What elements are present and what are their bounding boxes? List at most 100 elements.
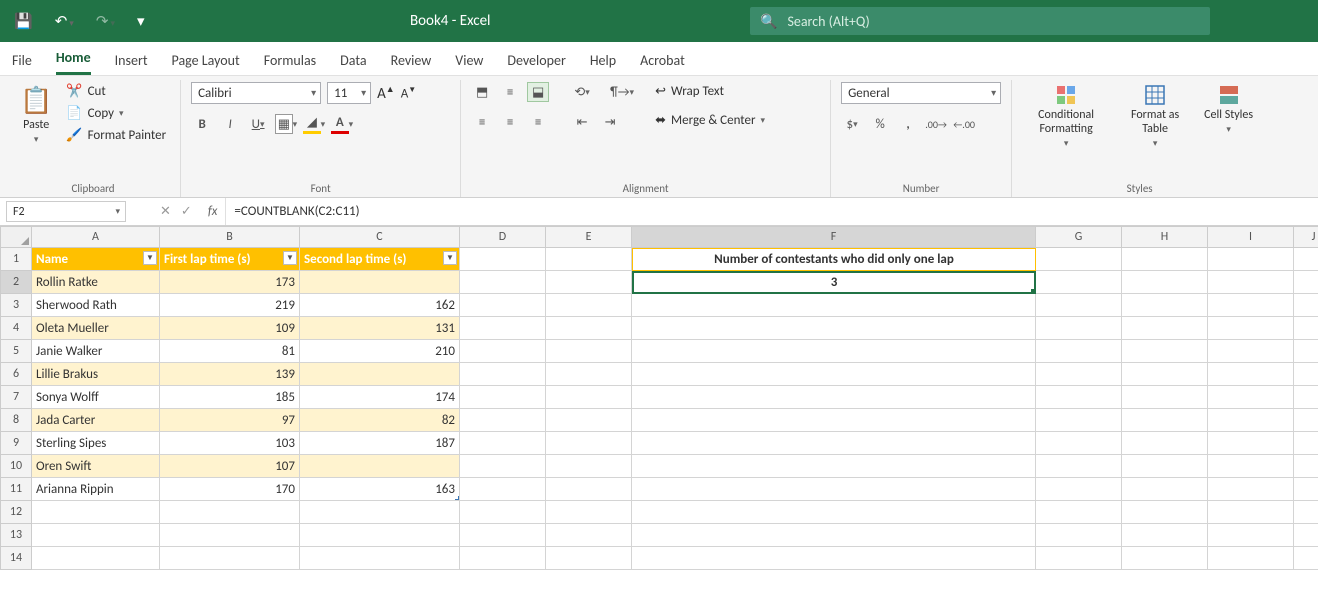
row-header-3[interactable]: 3 <box>0 294 32 317</box>
table-cell[interactable]: Sonya Wolff <box>32 386 160 409</box>
cell-E5[interactable] <box>546 340 632 363</box>
cell-H13[interactable] <box>1122 524 1208 547</box>
table-cell[interactable]: 163 <box>300 478 460 501</box>
cell-H5[interactable] <box>1122 340 1208 363</box>
table-cell[interactable]: 131 <box>300 317 460 340</box>
cell-G11[interactable] <box>1036 478 1122 501</box>
enter-formula-icon[interactable]: ✓ <box>181 204 192 219</box>
align-bottom-icon[interactable]: ⬓ <box>527 82 549 102</box>
cell-I1[interactable] <box>1208 248 1294 271</box>
underline-button[interactable]: U <box>247 114 269 134</box>
cancel-formula-icon[interactable]: ✕ <box>160 204 171 219</box>
cell-J1[interactable] <box>1294 248 1318 271</box>
row-header-2[interactable]: 2 <box>0 271 32 294</box>
orientation-button[interactable]: ⟲ <box>571 82 593 102</box>
table-cell[interactable]: 219 <box>160 294 300 317</box>
cell-I9[interactable] <box>1208 432 1294 455</box>
cell-D9[interactable] <box>460 432 546 455</box>
cell-E6[interactable] <box>546 363 632 386</box>
col-header-I[interactable]: I <box>1208 226 1294 248</box>
row-header-8[interactable]: 8 <box>0 409 32 432</box>
format-as-table-button[interactable]: Format as Table <box>1116 82 1194 151</box>
cell-I2[interactable] <box>1208 271 1294 294</box>
cell-J3[interactable] <box>1294 294 1318 317</box>
align-right-icon[interactable]: ≡ <box>527 112 549 132</box>
tab-formulas[interactable]: Formulas <box>264 46 316 75</box>
cell-I3[interactable] <box>1208 294 1294 317</box>
row-header-9[interactable]: 9 <box>0 432 32 455</box>
wrap-text-button[interactable]: ↩Wrap Text <box>651 82 769 101</box>
tab-developer[interactable]: Developer <box>507 46 565 75</box>
tab-view[interactable]: View <box>455 46 483 75</box>
cell-D6[interactable] <box>460 363 546 386</box>
cell-H12[interactable] <box>1122 501 1208 524</box>
tab-data[interactable]: Data <box>340 46 366 75</box>
tab-acrobat[interactable]: Acrobat <box>640 46 685 75</box>
cell-E8[interactable] <box>546 409 632 432</box>
table-header[interactable]: Second lap time (s)▼ <box>300 248 460 271</box>
cell-C14[interactable] <box>300 547 460 570</box>
undo-button[interactable]: ↶ <box>49 9 80 34</box>
table-cell[interactable]: Oren Swift <box>32 455 160 478</box>
table-cell[interactable]: 81 <box>160 340 300 363</box>
table-cell[interactable]: 162 <box>300 294 460 317</box>
font-size-select[interactable]: 11 <box>327 82 371 104</box>
tab-help[interactable]: Help <box>590 46 616 75</box>
f2-result-cell[interactable]: 3 <box>632 271 1036 294</box>
align-middle-icon[interactable]: ≡ <box>499 82 521 102</box>
qat-customize[interactable]: ▾ <box>131 9 151 34</box>
col-header-A[interactable]: A <box>32 226 160 248</box>
cell-F4[interactable] <box>632 317 1036 340</box>
table-cell[interactable]: 139 <box>160 363 300 386</box>
cell-F13[interactable] <box>632 524 1036 547</box>
col-header-G[interactable]: G <box>1036 226 1122 248</box>
cell-I10[interactable] <box>1208 455 1294 478</box>
conditional-formatting-button[interactable]: Conditional Formatting <box>1022 82 1110 151</box>
cell-F3[interactable] <box>632 294 1036 317</box>
cell-B12[interactable] <box>160 501 300 524</box>
cell-H10[interactable] <box>1122 455 1208 478</box>
cell-J7[interactable] <box>1294 386 1318 409</box>
table-cell[interactable]: 170 <box>160 478 300 501</box>
table-cell[interactable]: 210 <box>300 340 460 363</box>
search-box[interactable]: 🔍 <box>750 7 1210 35</box>
font-name-select[interactable]: Calibri <box>191 82 321 104</box>
cell-G9[interactable] <box>1036 432 1122 455</box>
cell-E3[interactable] <box>546 294 632 317</box>
decrease-decimal-button[interactable]: ←.00 <box>953 114 975 134</box>
table-cell[interactable]: 187 <box>300 432 460 455</box>
table-cell[interactable]: Rollin Ratke <box>32 271 160 294</box>
cell-H6[interactable] <box>1122 363 1208 386</box>
cell-C13[interactable] <box>300 524 460 547</box>
row-header-11[interactable]: 11 <box>0 478 32 501</box>
table-cell[interactable]: Sterling Sipes <box>32 432 160 455</box>
border-button[interactable]: ▦ <box>275 114 297 134</box>
cell-I14[interactable] <box>1208 547 1294 570</box>
cell-D5[interactable] <box>460 340 546 363</box>
cell-D2[interactable] <box>460 271 546 294</box>
cell-G14[interactable] <box>1036 547 1122 570</box>
comma-format-button[interactable]: , <box>897 114 919 134</box>
align-center-icon[interactable]: ≡ <box>499 112 521 132</box>
cell-G12[interactable] <box>1036 501 1122 524</box>
cell-H1[interactable] <box>1122 248 1208 271</box>
number-format-select[interactable]: General <box>841 82 1001 104</box>
cell-E11[interactable] <box>546 478 632 501</box>
cell-J10[interactable] <box>1294 455 1318 478</box>
cell-F9[interactable] <box>632 432 1036 455</box>
cell-D13[interactable] <box>460 524 546 547</box>
cell-F12[interactable] <box>632 501 1036 524</box>
col-header-F[interactable]: F <box>632 226 1036 248</box>
row-header-1[interactable]: 1 <box>0 248 32 271</box>
cell-J12[interactable] <box>1294 501 1318 524</box>
table-cell[interactable]: Jada Carter <box>32 409 160 432</box>
row-header-10[interactable]: 10 <box>0 455 32 478</box>
cell-I8[interactable] <box>1208 409 1294 432</box>
cell-H4[interactable] <box>1122 317 1208 340</box>
row-header-12[interactable]: 12 <box>0 501 32 524</box>
align-left-icon[interactable]: ≡ <box>471 112 493 132</box>
cell-E7[interactable] <box>546 386 632 409</box>
cell-G3[interactable] <box>1036 294 1122 317</box>
f1-label-cell[interactable]: Number of contestants who did only one l… <box>632 248 1036 271</box>
table-cell[interactable] <box>300 363 460 386</box>
